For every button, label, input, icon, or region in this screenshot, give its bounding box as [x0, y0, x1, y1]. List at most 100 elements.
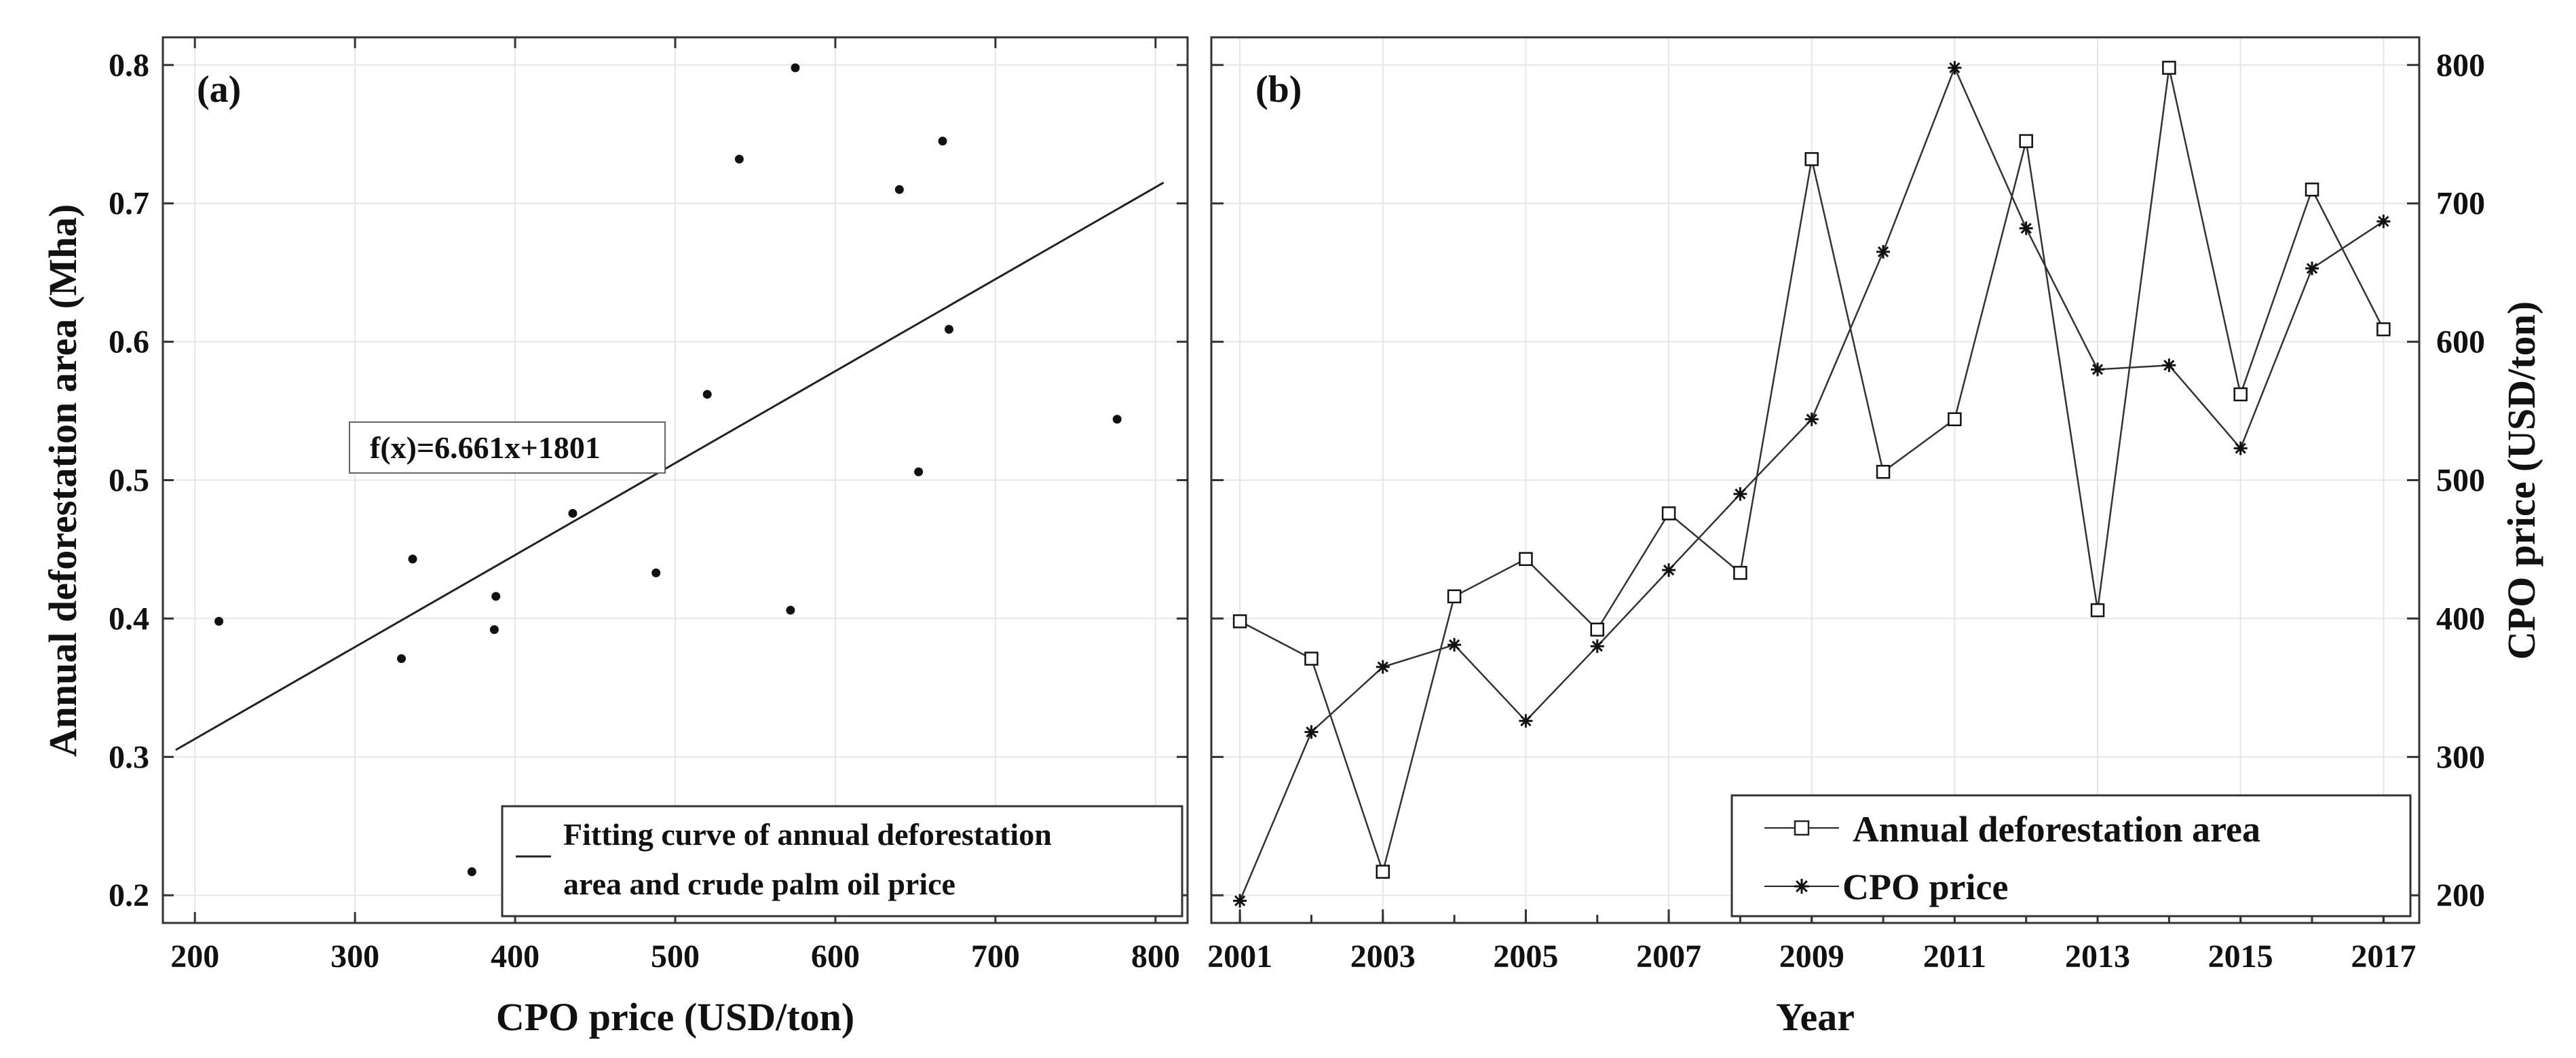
cpo-price-point: [1447, 638, 1462, 652]
panel-b-legend: [1730, 794, 2412, 918]
cpo-price-point: [1948, 60, 1962, 75]
scatter-point: [651, 568, 661, 578]
deforestation-point: [2376, 322, 2391, 337]
panel-a-legend: [501, 805, 1183, 918]
cpo-price-point-stroke: [1234, 895, 1246, 907]
panel-b-x-tick-label: 2013: [2065, 939, 2130, 975]
cpo-price-point-stroke: [2235, 442, 2246, 454]
cpo-price-point: [2162, 358, 2176, 373]
panel-a-x-tick-label: 600: [811, 939, 860, 975]
deforestation-point: [2162, 60, 2176, 75]
fit-line: [175, 181, 1164, 751]
deforestation-point: [2233, 387, 2248, 402]
cpo-price-point: [1304, 725, 1319, 739]
panel-b-series: [1232, 60, 2391, 908]
panel-b-x-tick-label: 2015: [2208, 939, 2273, 975]
deforestation-point: [1590, 622, 1605, 637]
cpo-price-point-stroke: [2306, 263, 2318, 274]
cpo-price-point-stroke: [1735, 488, 1746, 500]
cpo-price-point-stroke: [1306, 726, 1317, 738]
cpo-price-point-stroke: [2020, 223, 2032, 234]
deforestation-point: [1733, 565, 1747, 580]
panel-b-y-axis-title: CPO price (USD/ton): [2499, 301, 2543, 660]
panel-a-y-tick-label: 0.5: [109, 463, 149, 499]
legend-square-marker-icon: [1794, 820, 1810, 836]
cpo-price-point-stroke: [1663, 564, 1675, 576]
scatter-point: [1112, 415, 1122, 424]
scatter-point: [894, 185, 904, 194]
deforestation-point: [2019, 134, 2033, 149]
panel-b-y-tick-label: 700: [2436, 186, 2485, 222]
cpo-price-point: [1376, 660, 1390, 674]
panel-b-label: (b): [1255, 69, 1302, 111]
deforestation-point: [1304, 651, 1319, 666]
panel-b-right-y-ticks: 200 300 400 500 600 700 800: [1211, 48, 2485, 913]
scatter-point: [214, 616, 224, 626]
cpo-price-point-stroke: [1949, 62, 1961, 73]
panel-a-y-axis-title: Annual deforestation area (Mha): [41, 204, 85, 757]
panel-a-y-tick-label: 0.7: [109, 186, 149, 222]
scatter-point: [702, 390, 712, 399]
scatter-point: [568, 508, 577, 518]
panel-a-points: [214, 63, 1122, 877]
panel-b-grid: [1211, 37, 2419, 923]
panel-a-x-tick-label: 700: [971, 939, 1020, 975]
panel-a-x-axis-title: CPO price (USD/ton): [496, 995, 854, 1039]
cpo-price-point-stroke: [1877, 246, 1889, 258]
fit-equation-box: [349, 421, 666, 474]
scatter-point: [467, 867, 476, 877]
panel-b-x-tick-label: 2009: [1779, 939, 1844, 975]
panel-b-x-tick-label: 2017: [2351, 939, 2416, 975]
cpo-price-point: [1590, 639, 1604, 654]
panel-a-x-tick-label: 500: [651, 939, 700, 975]
scatter-point: [408, 554, 417, 564]
scatter-point: [491, 592, 501, 601]
legend-cpo-label: CPO price: [1842, 867, 2008, 907]
cpo-price-point: [1233, 894, 1247, 908]
cpo-price-point-stroke: [1806, 413, 1817, 425]
panel-a: 200 300 400 500 600 700 800 0.2 0.3 0.4 0.5 0.6 0.7…: [41, 36, 1189, 1039]
deforestation-point: [1447, 589, 1462, 604]
cpo-price-point-stroke: [1520, 715, 1532, 727]
panel-a-y-tick-label: 0.3: [109, 739, 149, 775]
panel-a-x-tick-label: 200: [170, 939, 219, 975]
legend-asterisk-mark-stroke: [1796, 880, 1808, 892]
cpo-price-point: [1519, 714, 1533, 728]
panel-b-x-axis-title: Year: [1776, 995, 1855, 1039]
cpo-price-point: [2233, 441, 2248, 455]
cpo-price-point-stroke: [2378, 216, 2389, 227]
panel-b-y-tick-label: 400: [2436, 601, 2485, 637]
panel-b-x-tick-label: 2007: [1636, 939, 1701, 975]
legend-asterisk-marker-icon: [1794, 879, 1809, 894]
cpo-price-point: [2305, 261, 2319, 276]
deforestation-point: [2305, 183, 2319, 197]
panel-a-x-tick-label: 800: [1131, 939, 1180, 975]
scatter-point: [489, 625, 499, 635]
legend-fit-label-line2: area and crude palm oil price: [563, 867, 955, 901]
cpo-price-point: [1876, 245, 1891, 259]
panel-a-grid: [163, 37, 1188, 923]
cpo-price-point: [2019, 221, 2033, 235]
deforestation-point: [1876, 465, 1891, 479]
panel-a-y-tick-label: 0.2: [109, 877, 149, 913]
cpo-price-point: [2376, 214, 2391, 229]
cpo-price-point-stroke: [2163, 360, 2175, 371]
scatter-point: [938, 136, 947, 146]
legend-asterisk-mark: [1794, 879, 1809, 894]
deforestation-point: [1519, 552, 1533, 566]
fit-equation: f(x)=6.661x+1801: [370, 430, 601, 465]
scatter-point: [944, 324, 953, 334]
panel-a-x-tick-label: 400: [491, 939, 539, 975]
panel-a-x-tick-label: 300: [330, 939, 379, 975]
cpo-price-point-stroke: [2091, 364, 2104, 375]
scatter-point: [734, 154, 744, 164]
panel-b-x-tick-label: 2005: [1493, 939, 1558, 975]
legend-fit-label-line1: Fitting curve of annual deforestation: [563, 817, 1052, 852]
panel-a-y-tick-label: 0.4: [109, 601, 149, 637]
panel-b-y-tick-label: 300: [2436, 739, 2485, 775]
panel-b-y-tick-label: 800: [2436, 48, 2485, 83]
panel-a-label: (a): [197, 69, 241, 111]
panel-b-y-tick-label: 600: [2436, 324, 2485, 360]
cpo-price-point-stroke: [1591, 641, 1603, 652]
